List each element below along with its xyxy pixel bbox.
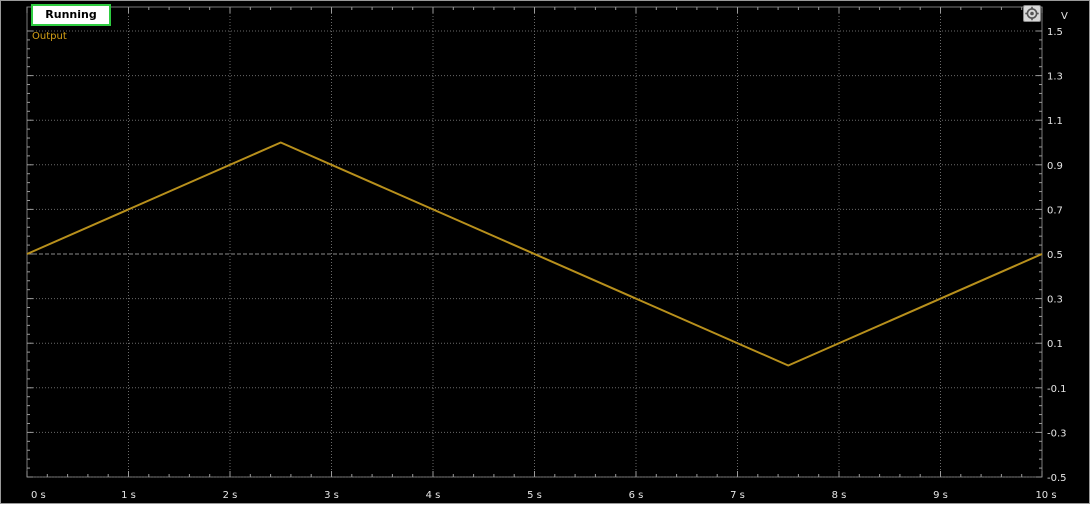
x-tick-label: 7 s [730, 490, 745, 501]
y-tick-label: 0.7 [1047, 205, 1063, 216]
label-layer: Output 0 s 1 s 2 s 3 s 4 s 5 s 6 s 7 s 8 s 9 s 10 s… [31, 11, 1068, 501]
x-tick-label: 9 s [933, 490, 948, 501]
x-tick-label: 0 s [31, 490, 46, 501]
x-tick-label: 10 s [1035, 490, 1056, 501]
x-tick-label: 8 s [832, 490, 847, 501]
x-tick-label: 1 s [121, 490, 136, 501]
tick-layer [26, 7, 1043, 478]
y-tick-label: 1.5 [1047, 27, 1063, 38]
gear-icon [1025, 6, 1039, 21]
series-line-output [26, 141, 1043, 367]
y-tick-label: 1.3 [1047, 72, 1063, 83]
series-layer [26, 141, 1043, 367]
x-tick-label: 3 s [324, 490, 339, 501]
y-tick-label: -0.1 [1047, 384, 1067, 395]
y-tick-label: 0.1 [1047, 339, 1063, 350]
x-tick-label: 6 s [629, 490, 644, 501]
y-unit-label: V [1061, 11, 1068, 22]
y-tick-label: -0.3 [1047, 428, 1067, 439]
legend-entry: Output [32, 31, 67, 42]
y-tick-label: -0.5 [1047, 473, 1067, 484]
settings-button[interactable] [1023, 5, 1041, 22]
grid-layer [26, 6, 1043, 478]
status-badge: Running [31, 4, 111, 26]
y-tick-label: 0.5 [1047, 250, 1063, 261]
x-tick-label: 5 s [527, 490, 542, 501]
y-tick-label: 1.1 [1047, 116, 1063, 127]
x-tick-label: 4 s [426, 490, 441, 501]
y-tick-label: 0.3 [1047, 295, 1063, 306]
x-tick-label: 2 s [223, 490, 238, 501]
y-tick-label: 0.9 [1047, 161, 1063, 172]
